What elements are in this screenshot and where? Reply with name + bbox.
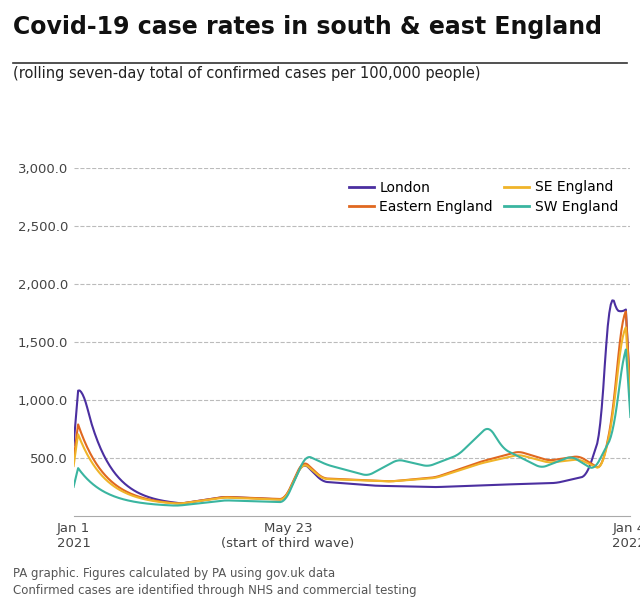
Text: PA graphic. Figures calculated by PA using gov.uk data
Confirmed cases are ident: PA graphic. Figures calculated by PA usi… bbox=[13, 567, 417, 597]
Legend: London, Eastern England, SE England, SW England: London, Eastern England, SE England, SW … bbox=[343, 175, 623, 220]
Text: (rolling seven-day total of confirmed cases per 100,000 people): (rolling seven-day total of confirmed ca… bbox=[13, 66, 480, 81]
Text: Covid-19 case rates in south & east England: Covid-19 case rates in south & east Engl… bbox=[13, 15, 602, 39]
